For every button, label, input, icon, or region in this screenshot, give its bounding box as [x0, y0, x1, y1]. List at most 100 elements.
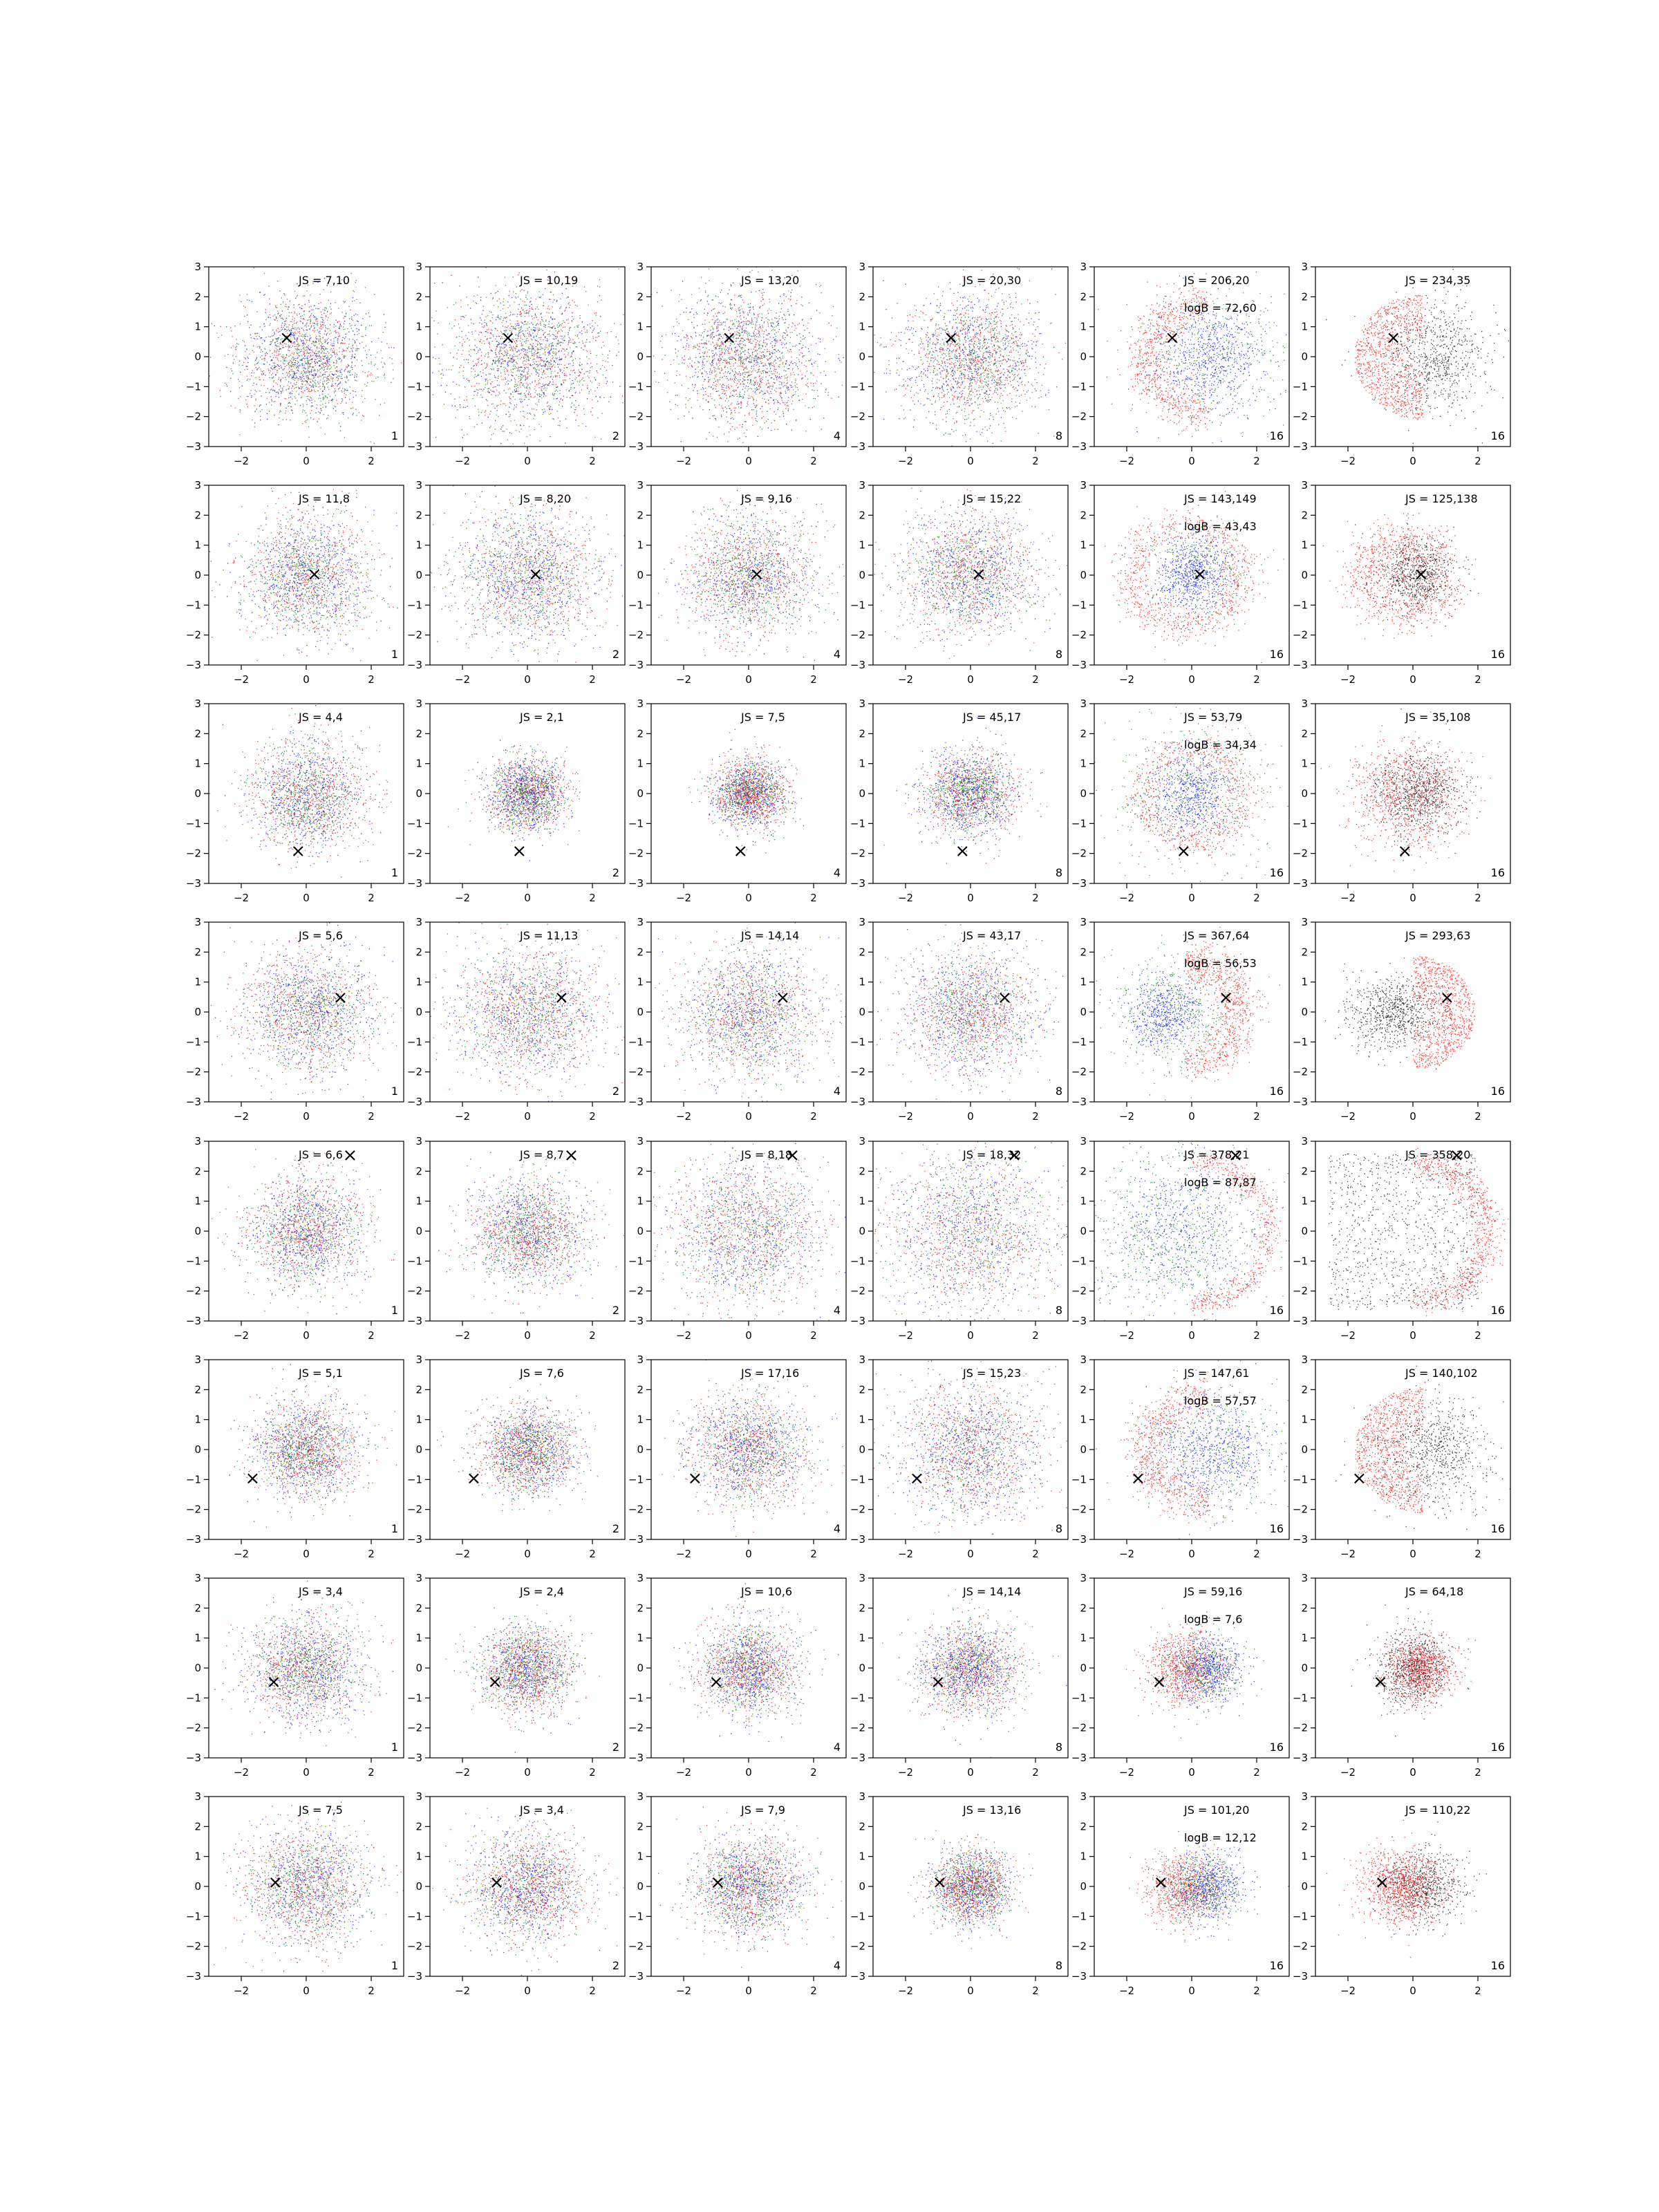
y-tick-label: −1: [628, 1473, 644, 1485]
scatter-point-series: [879, 929, 1057, 1092]
scatter-points: [873, 1360, 1067, 1535]
scatter-point-series: [658, 267, 838, 443]
scatter-points: [877, 922, 1064, 1102]
y-tick-label: 1: [415, 321, 422, 333]
scatter-points: [1098, 272, 1287, 444]
x-tick-label: 0: [745, 455, 752, 467]
x-tick-label: −2: [455, 1766, 470, 1779]
y-tick-label: −2: [186, 411, 201, 423]
scatter-point-series: [910, 1830, 1030, 1937]
y-tick-label: 1: [1080, 758, 1087, 770]
scatter-points: [1094, 1141, 1289, 1321]
x-tick-label: −2: [1340, 892, 1356, 904]
x-tick-label: 0: [1409, 673, 1416, 686]
y-tick-label: 3: [1301, 261, 1308, 273]
scatter-points: [1322, 504, 1479, 639]
y-tick-label: 1: [1301, 321, 1308, 333]
js-annotation: JS = 2,4: [519, 1585, 564, 1598]
x-tick-label: 0: [967, 1766, 974, 1779]
scatter-panel-r6-c6: −2 0 2 −3 −2 −1 0 1 2 3 × JS = 140,102 16: [1293, 1354, 1511, 1560]
y-tick-label: −3: [628, 1533, 644, 1546]
y-tick-label: −2: [850, 1503, 865, 1516]
y-tick-label: 0: [415, 1662, 422, 1674]
y-tick-label: 2: [194, 290, 201, 303]
y-tick-label: 1: [194, 758, 201, 770]
marker-x-symbol: ×: [1374, 1873, 1389, 1893]
marker-x-symbol: ×: [268, 1873, 283, 1893]
scatter-point-series: [1355, 1387, 1424, 1513]
axes-frame: [872, 1359, 1069, 1540]
y-tick-label: 3: [415, 1573, 422, 1584]
scatter-point-series: [658, 1809, 843, 1968]
scatter-point-series: [234, 1391, 397, 1528]
y-tick-label: −1: [1071, 1910, 1087, 1922]
x-tick-label: 2: [1253, 1110, 1260, 1123]
y-tick-label: 0: [1301, 350, 1308, 363]
y-tick-label: −3: [1071, 1533, 1087, 1546]
y-tick-label: 3: [194, 1791, 201, 1803]
x-tick-label: 2: [1474, 1766, 1481, 1779]
y-tick-label: 1: [859, 1850, 865, 1863]
y-tick-label: −3: [850, 440, 865, 453]
y-tick-label: −2: [628, 1940, 644, 1953]
y-tick-label: 3: [637, 917, 644, 928]
y-tick-label: 0: [194, 569, 201, 581]
scatter-points: [209, 1364, 397, 1528]
x-tick-label: 0: [1188, 1766, 1195, 1779]
marker-x-symbol: ×: [245, 1468, 261, 1489]
marker-x-symbol: ×: [971, 564, 986, 585]
y-tick-label: −2: [186, 1285, 201, 1297]
y-tick-label: 0: [1080, 350, 1087, 363]
y-tick-label: 1: [1080, 1632, 1087, 1644]
y-tick-label: −2: [850, 1285, 865, 1297]
logb-annotation: logB = 72,60: [1184, 301, 1257, 315]
js-annotation: JS = 140,102: [1405, 1367, 1478, 1380]
scatter-point-series: [907, 1592, 1059, 1729]
y-tick-label: 0: [637, 1225, 644, 1237]
scatter-points: [438, 1152, 624, 1314]
y-tick-label: 1: [194, 539, 201, 552]
js-annotation: JS = 10,6: [740, 1585, 792, 1598]
axes-frame: [872, 1141, 1069, 1322]
y-tick-label: −3: [186, 440, 201, 453]
scatter-point-series: [1129, 1830, 1232, 1942]
x-tick-label: 2: [368, 1548, 375, 1560]
y-tick-label: −1: [850, 1910, 865, 1922]
y-tick-label: 2: [1301, 727, 1308, 740]
y-tick-label: −1: [628, 599, 644, 611]
y-tick-label: 2: [1080, 1165, 1087, 1177]
panel-count-label: 16: [1491, 429, 1505, 442]
x-tick-label: 0: [1188, 1329, 1195, 1342]
x-tick-label: 2: [1032, 1329, 1039, 1342]
y-tick-label: 0: [637, 1006, 644, 1018]
y-tick-label: 0: [859, 1225, 865, 1237]
axes-frame: [872, 266, 1069, 447]
x-tick-label: 0: [524, 455, 531, 467]
scatter-points: [657, 485, 845, 661]
js-annotation: JS = 5,6: [298, 929, 343, 942]
y-tick-label: 3: [1301, 1354, 1308, 1366]
y-tick-label: 0: [415, 1443, 422, 1456]
scatter-point-series: [905, 731, 1048, 857]
panel-count-label: 2: [612, 866, 619, 879]
scatter-panel-r3-c6: −2 0 2 −3 −2 −1 0 1 2 3 × JS = 35,108 16: [1293, 698, 1511, 904]
x-tick-label: 2: [1253, 1548, 1260, 1560]
y-tick-label: −2: [1071, 411, 1087, 423]
x-tick-label: −2: [1340, 1766, 1356, 1779]
panel-count-label: 8: [1056, 1959, 1062, 1972]
scatter-points: [662, 1360, 845, 1537]
y-tick-label: 3: [1080, 1354, 1087, 1366]
y-tick-label: 0: [415, 569, 422, 581]
logb-annotation: logB = 12,12: [1184, 1831, 1257, 1844]
axes-frame: [650, 266, 847, 447]
y-tick-label: −3: [407, 877, 422, 890]
scatter-point-series: [1109, 968, 1217, 1074]
x-tick-label: −2: [234, 892, 249, 904]
x-tick-label: −2: [898, 455, 913, 467]
scatter-panel-r8-c6: −2 0 2 −3 −2 −1 0 1 2 3 × JS = 110,22 16: [1293, 1791, 1511, 1997]
y-tick-label: 3: [859, 1354, 865, 1366]
y-tick-label: 3: [1080, 917, 1087, 928]
y-tick-label: −1: [1293, 1473, 1308, 1485]
scatter-point-series: [453, 1618, 592, 1753]
scatter-points: [1096, 1360, 1288, 1539]
